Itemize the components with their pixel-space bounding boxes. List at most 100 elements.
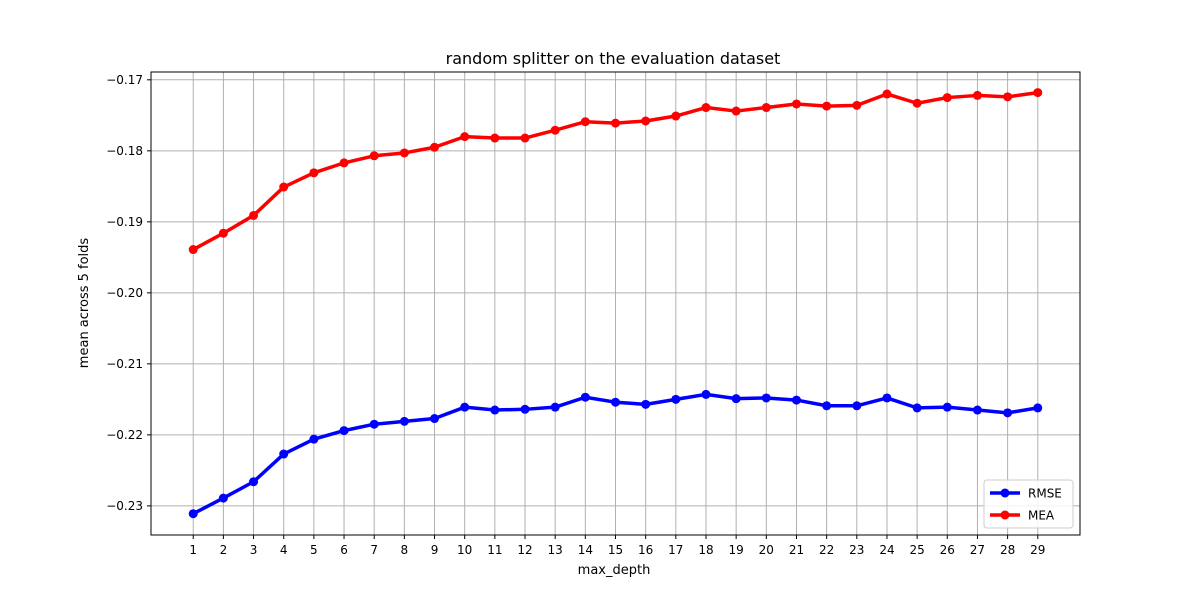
data-point — [188, 509, 198, 519]
x-tick-label: 19 — [729, 543, 744, 557]
x-tick-label: 28 — [1000, 543, 1015, 557]
x-tick-label: 14 — [578, 543, 593, 557]
data-point — [218, 493, 228, 503]
x-tick-label: 9 — [431, 543, 439, 557]
legend-entry: MEA — [990, 509, 1055, 523]
data-point — [731, 106, 741, 116]
x-tick-label: 3 — [250, 543, 258, 557]
y-tick-label: −0.23 — [106, 499, 143, 513]
data-point — [912, 403, 922, 413]
data-point — [218, 228, 228, 238]
data-point — [369, 151, 379, 161]
data-point — [580, 117, 590, 127]
series-layer — [188, 88, 1043, 519]
data-point — [1033, 88, 1043, 98]
x-axis-label: max_depth — [578, 563, 651, 578]
x-tick-label: 12 — [517, 543, 532, 557]
data-point — [671, 111, 681, 121]
data-point — [761, 103, 771, 113]
x-tick-label: 7 — [370, 543, 378, 557]
x-tick-label: 1 — [189, 543, 197, 557]
x-tick-label: 6 — [340, 543, 348, 557]
data-point — [791, 99, 801, 109]
y-tick-label: −0.20 — [106, 286, 143, 300]
legend-label: RMSE — [1028, 487, 1062, 501]
x-tick-label: 23 — [849, 543, 864, 557]
data-point — [550, 402, 560, 412]
data-point — [550, 125, 560, 135]
data-point — [339, 158, 349, 168]
data-point — [942, 93, 952, 103]
data-point — [309, 434, 319, 444]
data-point — [339, 426, 349, 436]
data-point — [641, 399, 651, 409]
data-point — [249, 210, 259, 220]
data-point — [460, 402, 470, 412]
data-point — [1003, 408, 1013, 418]
data-point — [520, 133, 530, 143]
y-tick-label: −0.18 — [106, 144, 143, 158]
data-point — [701, 389, 711, 399]
x-tick-label: 27 — [970, 543, 985, 557]
x-tick-label: 29 — [1030, 543, 1045, 557]
data-point — [520, 404, 530, 414]
data-point — [369, 419, 379, 429]
data-point — [641, 116, 651, 126]
data-point — [279, 182, 289, 192]
data-point — [460, 132, 470, 142]
data-point — [761, 393, 771, 403]
y-tick-label: −0.17 — [106, 73, 143, 87]
x-tick-label: 17 — [668, 543, 683, 557]
legend-marker — [1000, 488, 1010, 498]
y-axis-label: mean across 5 folds — [77, 238, 92, 369]
legend-label: MEA — [1028, 509, 1055, 523]
data-point — [822, 401, 832, 411]
x-tick-label: 8 — [401, 543, 409, 557]
x-tick-label: 11 — [487, 543, 502, 557]
series-mea — [188, 88, 1043, 255]
data-point — [1003, 92, 1013, 102]
data-point — [671, 394, 681, 404]
x-tick-label: 20 — [759, 543, 774, 557]
legend-entry: RMSE — [990, 487, 1062, 501]
data-point — [611, 397, 620, 407]
x-tick-label: 5 — [310, 543, 318, 557]
x-tick-label: 25 — [909, 543, 924, 557]
data-point — [399, 148, 409, 158]
data-point — [791, 395, 801, 405]
x-tick-label: 10 — [457, 543, 472, 557]
data-point — [852, 401, 862, 411]
data-point — [1033, 403, 1043, 413]
y-tick-label: −0.22 — [106, 428, 143, 442]
data-point — [188, 245, 198, 255]
data-point — [942, 402, 952, 412]
data-point — [972, 90, 982, 100]
x-tick-label: 22 — [819, 543, 834, 557]
data-point — [701, 103, 711, 113]
legend: RMSE MEA — [983, 479, 1074, 529]
x-tick-label: 2 — [220, 543, 228, 557]
data-point — [580, 392, 590, 402]
data-point — [490, 133, 500, 143]
x-tick-label: 18 — [698, 543, 713, 557]
data-point — [822, 101, 832, 111]
data-point — [249, 477, 259, 487]
data-point — [430, 414, 440, 424]
series-rmse — [188, 389, 1043, 519]
x-tick-label: 24 — [879, 543, 894, 557]
x-tick-label: 13 — [548, 543, 563, 557]
data-point — [882, 393, 892, 403]
x-tick-label: 4 — [280, 543, 288, 557]
data-point — [279, 449, 289, 459]
data-point — [611, 118, 620, 128]
x-axis-ticks: 1 2 3 4 5 6 7 8 9 10 11 12 13 14 15 16 17 18 19 20 21 22 23 24 2… — [189, 535, 1045, 557]
legend-marker — [1000, 510, 1010, 520]
data-point — [430, 142, 440, 152]
data-point — [912, 98, 922, 108]
chart-title: random splitter on the evaluation datase… — [446, 49, 781, 68]
data-point — [852, 100, 862, 110]
x-tick-label: 21 — [789, 543, 804, 557]
data-point — [972, 405, 982, 415]
data-point — [490, 405, 500, 415]
